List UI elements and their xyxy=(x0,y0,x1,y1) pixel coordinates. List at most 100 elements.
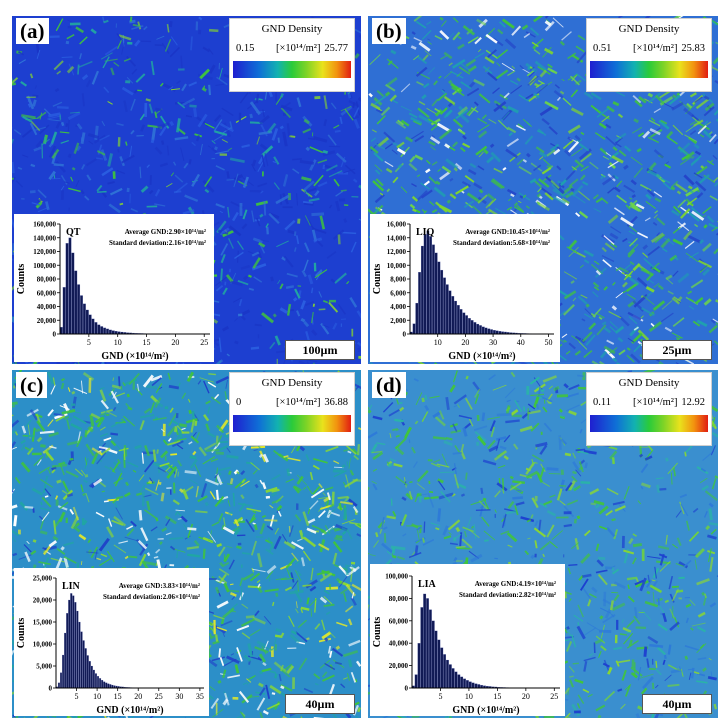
panel-a: (a) GND Density 0.15 [×10¹⁴/m²] 25.77 10… xyxy=(12,16,361,364)
x-axis-label: GND (×10¹⁴/m²) xyxy=(448,351,515,362)
histogram-bar xyxy=(454,671,458,689)
histogram-bar xyxy=(454,300,457,335)
histogram-bar xyxy=(457,674,461,689)
histogram-bar xyxy=(111,330,115,335)
histogram-bar xyxy=(465,680,469,689)
y-tick-label: 8,000 xyxy=(390,276,406,284)
x-tick-label: 10 xyxy=(434,338,442,347)
x-tick-label: 25 xyxy=(155,692,163,701)
histogram-bar xyxy=(62,287,66,335)
x-tick-label: 30 xyxy=(175,692,183,701)
histogram-bar xyxy=(107,683,110,689)
y-tick-label: 5,000 xyxy=(36,663,52,671)
y-tick-label: 120,000 xyxy=(33,248,56,256)
histogram-bar xyxy=(109,684,112,689)
panel-label-a: (a) xyxy=(16,18,49,44)
histogram-bar xyxy=(459,309,463,335)
histogram-bar xyxy=(106,328,109,335)
histogram-bars xyxy=(411,593,555,689)
histogram-bar xyxy=(463,678,466,689)
y-axis-label: Counts xyxy=(372,264,383,295)
histogram-bar xyxy=(84,648,87,689)
legend-max-c: 36.88 xyxy=(324,397,348,408)
histogram-bar xyxy=(418,272,421,335)
legend-min-a: 0.15 xyxy=(236,43,255,54)
stats-annotation: Standard deviation:5.68×10¹⁴/m² xyxy=(453,239,550,247)
histogram-bar xyxy=(68,237,72,335)
histogram-bar xyxy=(97,324,101,335)
x-tick-label: 10 xyxy=(114,338,122,347)
x-tick-label: 10 xyxy=(465,692,473,701)
histogram-bar xyxy=(70,593,73,689)
x-tick-label: 40 xyxy=(517,338,525,347)
colorbar-c xyxy=(233,415,351,432)
y-tick-label: 20,000 xyxy=(33,597,53,605)
legend-max-b: 25.83 xyxy=(681,43,705,54)
histogram-bar xyxy=(420,607,424,689)
y-tick-label: 40,000 xyxy=(37,303,57,311)
scale-bar-d: 40µm xyxy=(642,694,712,714)
x-tick-label: 50 xyxy=(544,338,552,347)
histogram-bar xyxy=(429,236,433,335)
histogram-bar xyxy=(465,315,469,335)
sample-name: LIA xyxy=(418,579,437,590)
histogram-bar xyxy=(487,328,491,335)
y-tick-label: 140,000 xyxy=(33,234,56,242)
histogram-bars xyxy=(409,230,549,335)
histogram-bar xyxy=(432,244,435,335)
histogram-bar xyxy=(434,630,438,689)
y-tick-label: 20,000 xyxy=(389,662,409,670)
histogram-bar xyxy=(437,639,441,689)
histogram-bar xyxy=(490,329,493,335)
x-axis-label: GND (×10¹⁴/m²) xyxy=(101,351,168,362)
histogram-bar xyxy=(92,669,95,689)
histogram-bar xyxy=(484,327,488,335)
histogram-bar xyxy=(94,673,97,689)
x-tick-label: 25 xyxy=(200,338,208,347)
y-tick-label: 0 xyxy=(403,331,407,339)
histogram-bar xyxy=(103,681,106,689)
histogram-bar xyxy=(473,322,477,335)
y-tick-label: 16,000 xyxy=(387,221,407,229)
y-tick-label: 80,000 xyxy=(37,276,57,284)
histogram-bar xyxy=(481,326,485,335)
histogram-bar xyxy=(426,598,429,689)
histogram-bar xyxy=(414,674,418,689)
legend-title-a: GND Density xyxy=(261,23,323,35)
y-tick-label: 80,000 xyxy=(389,595,409,603)
y-tick-label: 6,000 xyxy=(390,289,406,297)
stats-annotation: Standard deviation:2.06×10¹⁴/m² xyxy=(103,593,200,601)
legend-unit-b: [×10¹⁴/m²] xyxy=(633,43,678,54)
histogram-a: 0 20,000 40,000 60,000 80,000 100,000 120,000 1… xyxy=(14,214,214,362)
y-tick-label: 60,000 xyxy=(389,617,409,625)
y-tick-label: 10,000 xyxy=(387,262,407,270)
y-axis-label: Counts xyxy=(16,264,27,295)
stats-annotation: Standard deviation:2.16×10¹⁴/m² xyxy=(109,239,206,247)
histogram-bar xyxy=(431,620,435,689)
x-axis-label: GND (×10¹⁴/m²) xyxy=(452,705,519,716)
legend-title-b: GND Density xyxy=(618,23,680,35)
histogram-bar xyxy=(72,595,75,689)
histogram-bar xyxy=(71,252,75,335)
y-tick-label: 14,000 xyxy=(387,234,407,242)
histogram-bar xyxy=(78,621,81,689)
panel-label-d: (d) xyxy=(372,372,406,398)
y-tick-label: 60,000 xyxy=(37,289,57,297)
histogram-bars xyxy=(59,237,205,335)
histogram-bar xyxy=(97,676,100,689)
x-tick-label: 20 xyxy=(522,692,530,701)
histogram-bar xyxy=(440,269,444,335)
histogram-bar xyxy=(477,684,481,689)
legend-a: GND Density 0.15 [×10¹⁴/m²] 25.77 xyxy=(229,18,355,92)
histogram-bar xyxy=(82,640,85,689)
histogram-bar xyxy=(77,284,81,335)
histogram-b: 0 2,000 4,000 6,000 8,000 10,000 12,000 14,000 1… xyxy=(370,214,560,362)
histogram-bar xyxy=(462,312,466,335)
histogram-bar xyxy=(82,303,86,335)
legend-max-d: 12.92 xyxy=(681,397,705,408)
histogram-bar xyxy=(85,309,89,335)
histogram-bar xyxy=(437,261,441,335)
histogram-bar xyxy=(440,647,444,689)
y-tick-label: 100,000 xyxy=(385,573,408,581)
x-tick-label: 5 xyxy=(438,692,442,701)
